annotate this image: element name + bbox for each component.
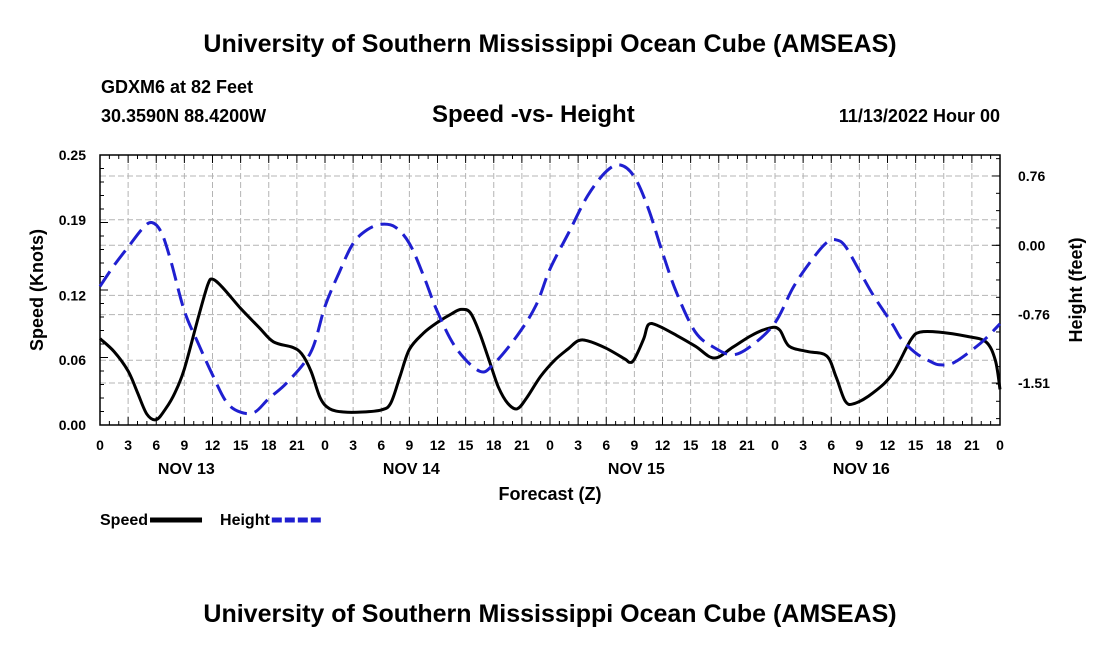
datetime-label: 11/13/2022 Hour 00 — [838, 106, 1000, 126]
x-tick-label: 9 — [405, 437, 413, 453]
y-tick-label: 0.19 — [59, 212, 86, 228]
date-label: NOV 16 — [833, 461, 890, 478]
station-label: GDXM6 at 82 Feet — [101, 77, 254, 97]
top-title: University of Southern Mississippi Ocean… — [203, 30, 897, 58]
x-tick-label: 0 — [321, 437, 329, 453]
x-tick-label: 15 — [233, 437, 249, 453]
x-tick-label: 0 — [96, 437, 104, 453]
x-tick-label: 12 — [430, 437, 446, 453]
x-tick-label: 18 — [261, 437, 277, 453]
legend-label-speed: Speed — [100, 512, 148, 529]
x-tick-label: 0 — [546, 437, 554, 453]
x-tick-label: 18 — [486, 437, 502, 453]
chart-title: Speed -vs- Height — [432, 101, 635, 128]
x-tick-label: 3 — [124, 437, 132, 453]
x-tick-label: 6 — [377, 437, 385, 453]
y2-tick-label: 0.76 — [1018, 168, 1045, 184]
date-label: NOV 14 — [383, 461, 440, 478]
plot-frame — [99, 154, 1001, 426]
x-tick-label: 21 — [964, 437, 980, 453]
y2-tick-label: -1.51 — [1018, 375, 1050, 391]
x-tick-label: 0 — [996, 437, 1004, 453]
x-tick-label: 21 — [514, 437, 530, 453]
y-tick-label: 0.25 — [59, 147, 86, 163]
x-tick-label: 3 — [349, 437, 357, 453]
y-axis-label: Speed (Knots) — [27, 229, 47, 351]
y2-tick-label: -0.76 — [1018, 307, 1050, 323]
x-tick-label: 12 — [205, 437, 221, 453]
x-tick-label: 9 — [855, 437, 863, 453]
bottom-title: University of Southern Mississippi Ocean… — [203, 600, 897, 628]
y-tick-label: 0.06 — [59, 352, 86, 368]
x-tick-label: 18 — [936, 437, 952, 453]
x-tick-label: 3 — [799, 437, 807, 453]
x-tick-label: 3 — [574, 437, 582, 453]
x-tick-label: 0 — [771, 437, 779, 453]
x-tick-label: 15 — [683, 437, 699, 453]
x-axis-label: Forecast (Z) — [498, 484, 601, 504]
date-label: NOV 15 — [608, 461, 665, 478]
x-tick-label: 9 — [180, 437, 188, 453]
coordinates-label: 30.3590N 88.4200W — [101, 106, 267, 126]
x-tick-label: 15 — [458, 437, 474, 453]
y-tick-label: 0.12 — [59, 287, 86, 303]
x-tick-label: 6 — [152, 437, 160, 453]
y2-tick-label: 0.00 — [1018, 237, 1045, 253]
x-tick-label: 15 — [908, 437, 924, 453]
y-tick-label: 0.00 — [59, 417, 86, 433]
x-tick-label: 12 — [655, 437, 671, 453]
date-label: NOV 13 — [158, 461, 215, 478]
series-line-height — [98, 163, 1002, 416]
x-tick-label: 21 — [739, 437, 755, 453]
y2-axis-label: Height (feet) — [1066, 238, 1086, 343]
legend-label-height: Height — [220, 512, 270, 529]
x-tick-label: 21 — [289, 437, 305, 453]
x-tick-label: 9 — [630, 437, 638, 453]
series-line-speed — [98, 277, 1002, 422]
x-tick-label: 6 — [602, 437, 610, 453]
x-tick-label: 12 — [880, 437, 896, 453]
x-tick-label: 18 — [711, 437, 727, 453]
x-tick-label: 6 — [827, 437, 835, 453]
